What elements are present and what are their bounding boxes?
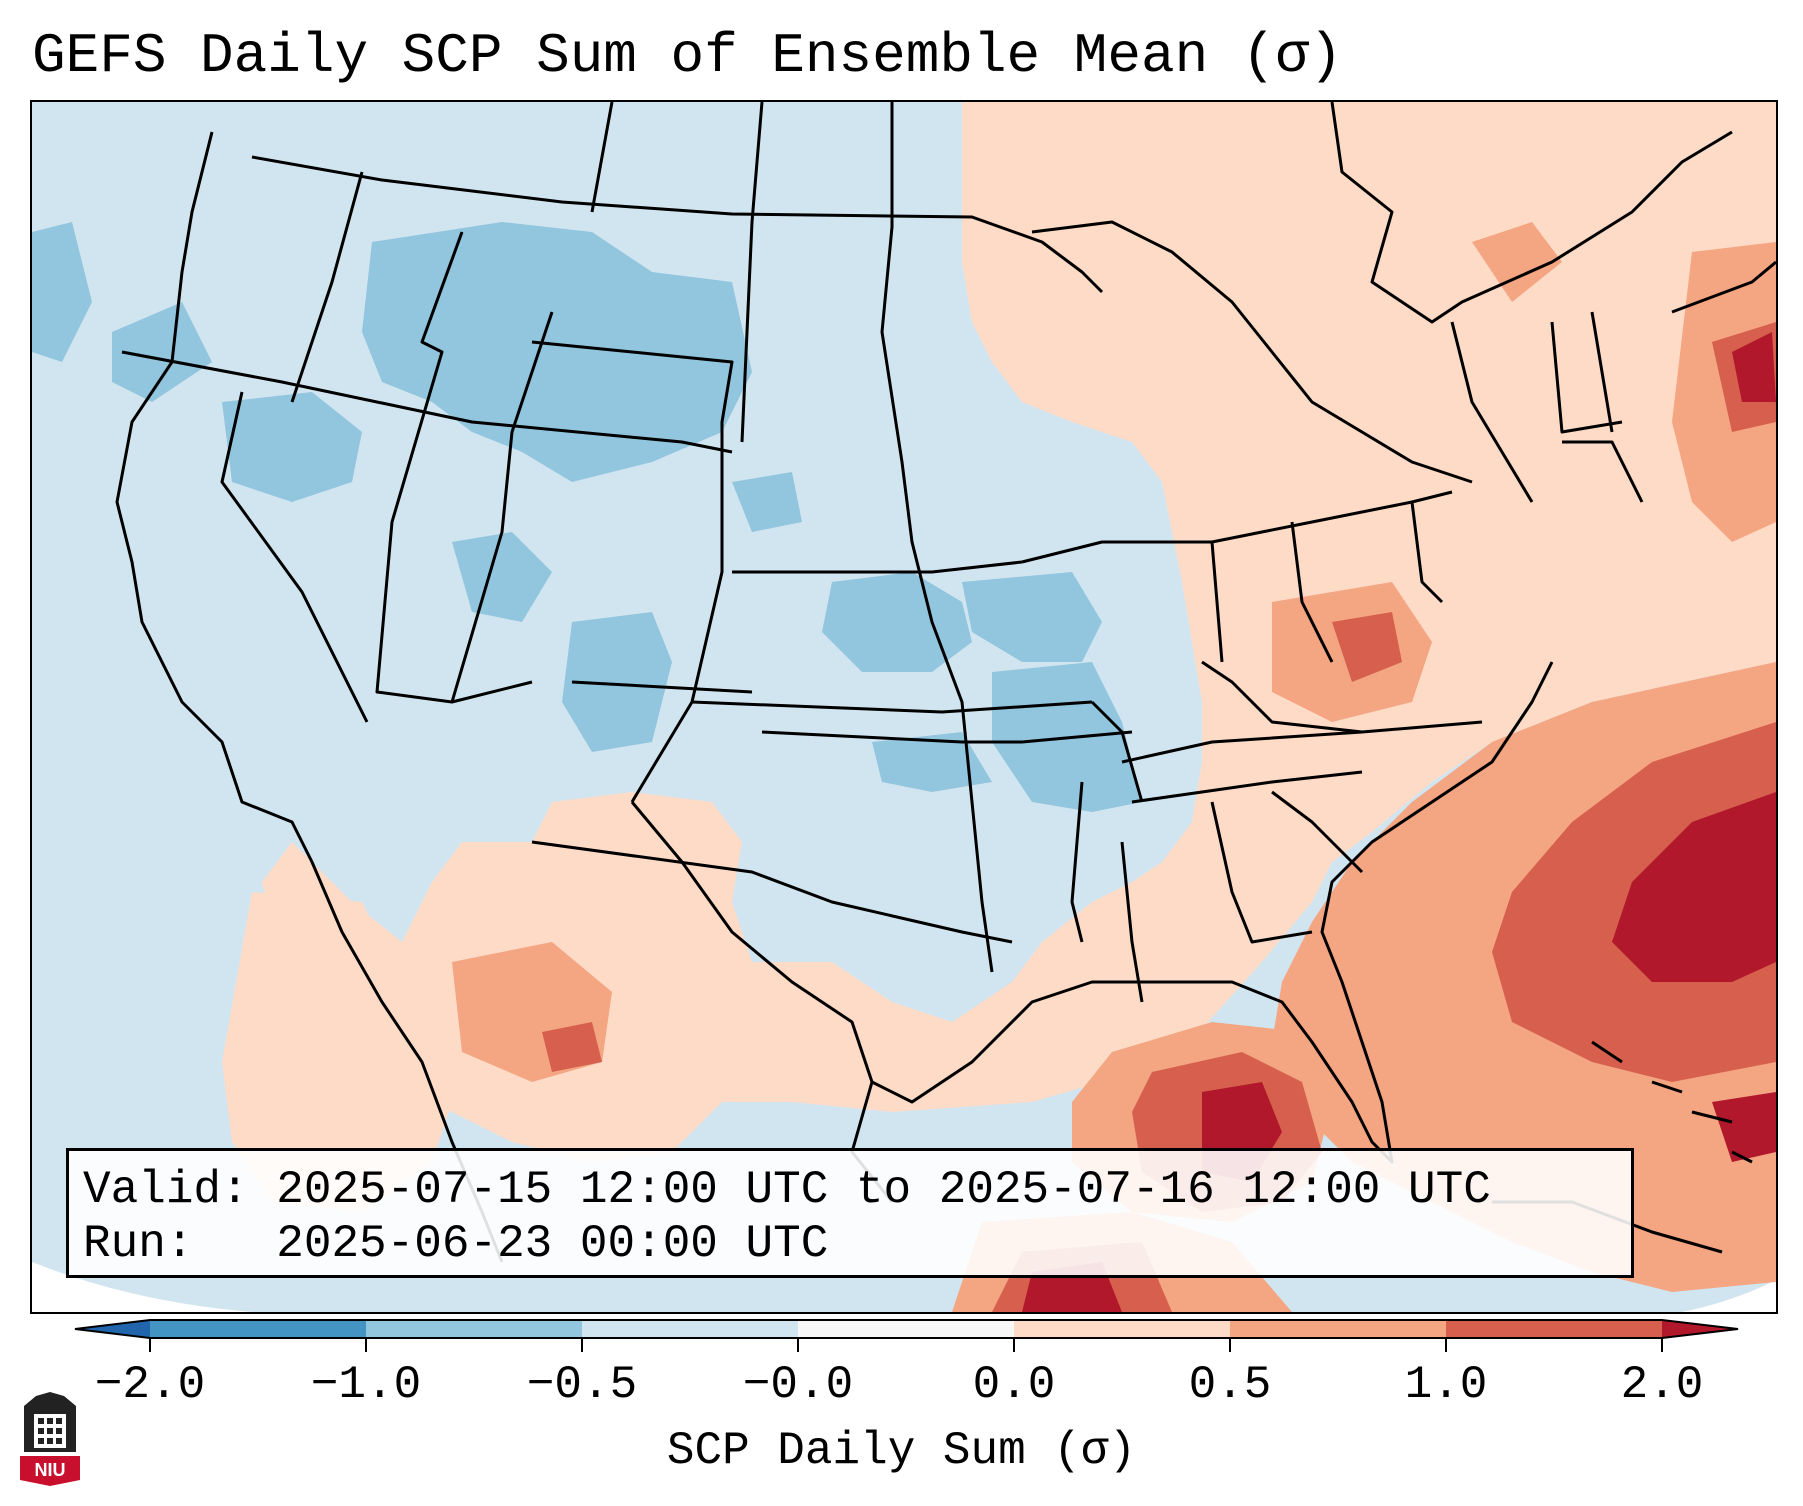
colorbar-segment [1014, 1320, 1230, 1338]
logo-text: NIU [35, 1460, 66, 1480]
colorbar-segment [1446, 1320, 1662, 1338]
colorbar-segment [1230, 1320, 1446, 1338]
colorbar-segment [366, 1320, 582, 1338]
colorbar-segment [150, 1320, 366, 1338]
logo-windows [38, 1418, 62, 1444]
colorbar-tick-label: −0.5 [526, 1359, 638, 1411]
colorbar-outline [74, 1319, 1739, 1339]
positive-light-patches [222, 102, 1776, 1212]
colorbar-tick-label: 1.0 [1404, 1359, 1488, 1411]
colorbar-tick-label: −0.0 [742, 1359, 854, 1411]
map-panel [30, 100, 1778, 1314]
colorbar-tick-label: −2.0 [94, 1359, 206, 1411]
colorbar-tick-label: 2.0 [1620, 1359, 1704, 1411]
colorbar-tick-label: 0.0 [972, 1359, 1056, 1411]
colorbar-tick-label: −1.0 [310, 1359, 422, 1411]
colorbar-segment-low-extend [75, 1320, 150, 1338]
colorbar-tick-label: 0.5 [1188, 1359, 1272, 1411]
run-time-text: Run: 2025-06-23 00:00 UTC [83, 1218, 829, 1270]
map-canvas [32, 102, 1776, 1312]
valid-run-info-box: Valid: 2025-07-15 12:00 UTC to 2025-07-1… [66, 1148, 1634, 1278]
outside-domain-area [32, 1262, 252, 1312]
outside-domain-area [1682, 1280, 1776, 1312]
chart-title: GEFS Daily SCP Sum of Ensemble Mean (σ) [32, 24, 1343, 88]
valid-time-text: Valid: 2025-07-15 12:00 UTC to 2025-07-1… [83, 1164, 1491, 1216]
colorbar-ticks [149, 1338, 1663, 1352]
colorbar-label: SCP Daily Sum (σ) [666, 1425, 1137, 1477]
logo-banner [20, 1456, 80, 1486]
colorbar-segment [582, 1320, 798, 1338]
colorbar-segment [798, 1320, 1014, 1338]
niu-building-icon: NIU [20, 1392, 80, 1486]
colorbar-segment-high-extend [1662, 1320, 1738, 1338]
